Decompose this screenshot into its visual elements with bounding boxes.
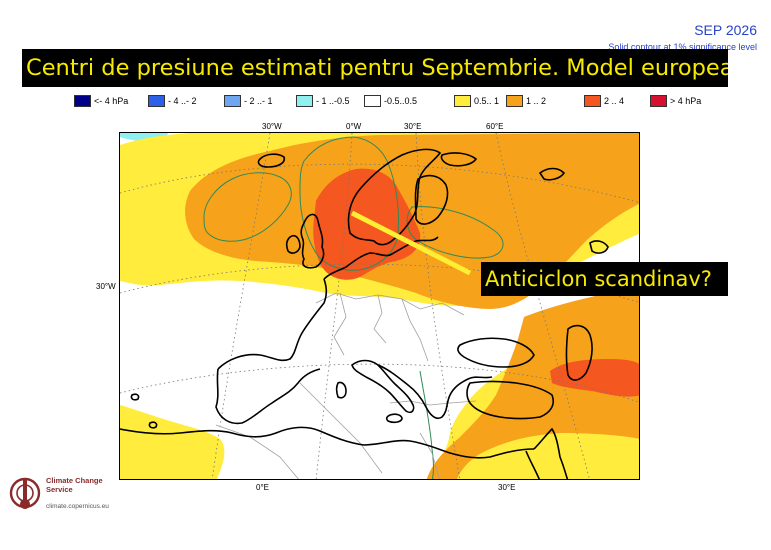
pressure-anomaly-map [119,132,640,480]
coastline-iberia-france [217,278,328,370]
axis-label-top-0w: 0°W [346,122,362,131]
positive-zone-east [426,287,639,479]
border-line [373,294,387,344]
coastline-kola [440,152,478,167]
legend-label: 2 .. 4 [604,96,625,106]
coastline-atlantic-islands [130,393,140,401]
coastline-finland [414,174,449,225]
legend-swatch [364,95,381,107]
legend-swatch [148,95,165,107]
coastline-levant [533,427,569,479]
logo-url[interactable]: climate.copernicus.eu [46,503,109,510]
axis-label-bottom-30e: 30°E [498,483,516,492]
legend-swatch [224,95,241,107]
border-line [215,424,299,479]
map-svg [120,133,639,479]
significance-contour [406,206,504,259]
coastline-scandinavia [347,148,442,246]
axis-label-top-30w: 30°W [262,122,282,131]
coastline-red-sea [525,450,541,479]
legend-label: <- 4 hPa [94,96,129,106]
legend-label: 0.5.. 1 [474,96,500,106]
legend-swatch [454,95,471,107]
anticyclone-callout: Anticiclon scandinav? [481,262,728,296]
coastline-iceland [257,153,286,168]
meridian-30e [415,133,461,479]
coastline-north-africa [120,426,535,459]
coastline-north-europe [323,236,439,280]
axis-label-top-30e: 30°E [404,122,422,131]
logo-service-name: Climate Change Service [46,476,103,494]
significance-contour [419,370,434,479]
axis-label-top-60e: 60°E [486,122,504,131]
legend-label: - 4 ..- 2 [168,96,197,106]
coastline-caspian [565,324,593,381]
border-line [419,432,440,479]
coastline-black-sea [457,337,535,368]
border-line [333,292,347,356]
slight-positive-zone-southwest [120,405,225,479]
coastline-anatolia [466,380,555,420]
coastline-balkans [377,364,493,420]
axis-label-left-30w: 30°W [96,282,116,291]
map-title-banner: Centri de presiune estimati pentru Septe… [22,49,728,87]
legend-swatch [296,95,313,107]
coastline-ireland [285,234,301,254]
legend-label: - 2 ..- 1 [244,96,273,106]
strong-positive-zone-southeast [550,359,639,397]
parallel-60n [120,163,639,203]
coastline-sardinia [335,381,347,399]
border-line [315,292,465,316]
coastline-iberia-south [215,368,321,425]
copernicus-logo: Climate Change Service climate.copernicu… [6,474,136,522]
legend-label: > 4 hPa [670,96,702,106]
country-borders [215,292,477,479]
axis-label-bottom-0e: 0°E [256,483,269,492]
legend-label: - 1 ..-0.5 [316,96,350,106]
scandinavian-axis-line [350,210,472,276]
significance-contour [203,172,292,242]
strong-positive-zone-scandinavia [313,168,421,280]
border-line [299,382,383,474]
forecast-month: SEP 2026 [694,22,757,38]
copernicus-logo-icon [9,477,41,509]
meridian-0 [315,133,353,479]
significance-note: Solid contour at 1% significance level [608,42,757,52]
coastline-atlantic-islands [148,421,158,429]
border-line [401,298,429,362]
border-line [389,400,477,406]
legend-label: 1 .. 2 [526,96,547,106]
legend-swatch [584,95,601,107]
legend-label: -0.5..0.5 [384,96,418,106]
legend-swatch [74,95,91,107]
coastlines [120,148,609,479]
coastline-great-britain [300,213,325,269]
legend-swatch [650,95,667,107]
coastline-east [538,167,566,181]
legend-swatch [506,95,523,107]
coastline-east [589,240,609,254]
coastline-italy [351,359,415,414]
coastline-sicily [385,413,403,424]
